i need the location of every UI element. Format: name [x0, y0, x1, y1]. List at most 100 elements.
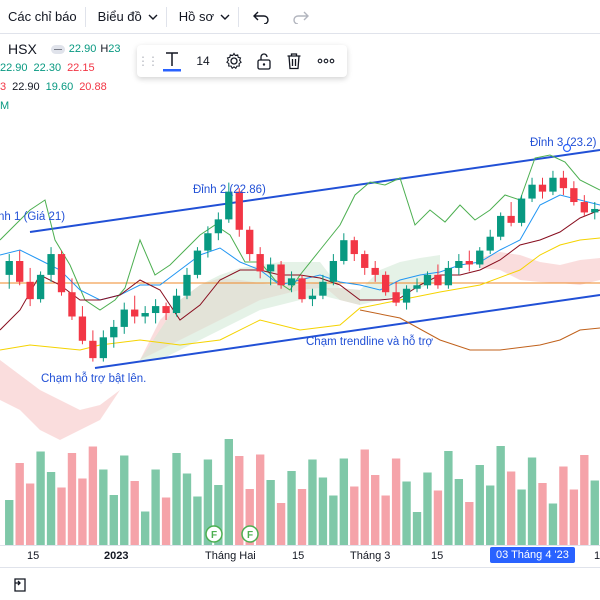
redo-button[interactable]	[277, 0, 317, 34]
earnings-marker[interactable]: F	[241, 525, 259, 543]
legend-value: 22.90	[0, 62, 28, 74]
volume-bar	[569, 489, 579, 545]
chart-canvas[interactable]: nh 1 (Giá 21) Đỉnh 2 (22.86) Đỉnh 3 (23.…	[0, 35, 600, 545]
volume-bar	[46, 472, 56, 545]
candle-body	[89, 340, 97, 359]
volume-bar	[182, 473, 192, 545]
candle-body	[476, 250, 484, 265]
drag-handle-icon[interactable]: ⋮⋮	[137, 54, 159, 68]
candle-body	[319, 281, 327, 296]
volume-bar	[517, 489, 526, 545]
candle-body	[361, 254, 369, 268]
drawing-anchor-handle[interactable]	[562, 143, 572, 153]
peak-2-annotation[interactable]: Đỉnh 2 (22.86)	[193, 184, 266, 196]
indicators-button[interactable]: Các chỉ báo	[0, 0, 85, 34]
candle-body	[434, 274, 442, 286]
chart-menu-button[interactable]: Biểu đồ	[86, 0, 166, 34]
volume-bar	[559, 466, 568, 545]
symbol-label[interactable]: HSX	[8, 41, 37, 57]
volume-bar	[287, 471, 296, 545]
candle-body	[402, 288, 411, 303]
toolbar-divider	[84, 6, 86, 27]
collapse-legend-icon[interactable]	[50, 45, 65, 54]
time-axis-label: Tháng 3	[350, 550, 391, 562]
price-chart[interactable]: nh 1 (Giá 21) Đỉnh 2 (22.86) Đỉnh 3 (23.…	[0, 35, 600, 545]
candle-body	[413, 285, 421, 289]
volume-bar	[5, 500, 14, 545]
volume-bar	[276, 503, 286, 545]
volume-bar	[109, 495, 118, 545]
candle-body	[486, 236, 494, 251]
ichimoku-cloud-green	[140, 255, 440, 360]
candle-body	[444, 267, 453, 286]
volume-bar	[99, 469, 108, 545]
candle-body	[580, 202, 588, 213]
volume-bar	[193, 496, 202, 545]
candle-body	[507, 215, 515, 223]
time-axis-label: Tháng Hai	[205, 550, 256, 562]
indicators-label: Các chỉ báo	[8, 9, 77, 24]
time-axis[interactable]: 15 2023 Tháng Hai 15 Tháng 3 15 03 Tháng…	[0, 545, 600, 567]
peak-1-annotation[interactable]: nh 1 (Giá 21)	[0, 211, 65, 223]
profile-menu-button[interactable]: Hồ sơ	[167, 0, 238, 34]
volume-bar	[486, 485, 495, 545]
undo-button[interactable]	[239, 0, 277, 34]
replay-icon[interactable]	[12, 577, 28, 593]
candle-body	[528, 184, 536, 199]
text-tool-icon	[163, 52, 181, 72]
bottom-toolbar	[0, 567, 600, 600]
candle-body	[381, 274, 390, 293]
text-style-button[interactable]	[157, 45, 187, 77]
earnings-marker-label: F	[211, 530, 217, 541]
volume-bar	[130, 481, 139, 545]
drawing-text-toolbar: ⋮⋮ 14	[137, 45, 347, 77]
candle-body	[392, 292, 400, 303]
volume-bar	[465, 502, 474, 545]
top-toolbar: Các chỉ báo Biểu đồ Hồ sơ	[0, 0, 600, 34]
candle-body	[538, 184, 547, 192]
candle-body	[256, 254, 264, 272]
delete-button[interactable]	[279, 45, 309, 77]
candle-body	[78, 316, 87, 341]
candle-body	[570, 188, 578, 203]
legend-value: 23	[108, 43, 121, 55]
font-size-button[interactable]: 14	[187, 45, 219, 77]
candle-body	[465, 261, 473, 265]
candle-body	[350, 240, 358, 255]
candle-body	[151, 306, 160, 314]
volume-bar	[538, 483, 547, 545]
peak-3-annotation[interactable]: Đỉnh 3 (23.2)	[530, 137, 597, 149]
candle-body	[591, 208, 599, 213]
gear-icon	[226, 52, 242, 70]
settings-button[interactable]	[219, 45, 249, 77]
candle-body	[559, 177, 568, 189]
volume-bar	[360, 449, 369, 545]
volume-bar	[527, 457, 537, 545]
more-button[interactable]	[309, 45, 343, 77]
support-1-annotation[interactable]: Chạm hỗ trợ bật lên.	[41, 372, 146, 385]
chart-legend: HSX 22.90 H 23 22.90 22.30 22.15 3 22.90 …	[0, 40, 121, 116]
candle-body	[517, 198, 526, 223]
candle-body	[26, 281, 34, 300]
candle-body	[120, 309, 128, 327]
volume-bar	[25, 483, 35, 545]
senkou-orange	[359, 309, 600, 351]
support-2-annotation[interactable]: Chạm trendline và hỗ trợ	[306, 335, 434, 348]
legend-value: 19.60	[45, 81, 74, 93]
senkou-yellow	[0, 237, 600, 351]
volume-bars	[5, 439, 599, 545]
chevron-down-icon	[220, 14, 230, 20]
candle-body	[246, 229, 254, 255]
candle-body	[298, 278, 306, 300]
earnings-marker[interactable]: F	[205, 525, 223, 543]
candle-body	[266, 264, 275, 272]
volume-bar	[140, 511, 150, 545]
volume-bar	[371, 475, 380, 545]
earnings-marker-label: F	[247, 530, 253, 541]
candle-body	[235, 191, 243, 230]
crosshair-date-label: 03 Tháng 4 '23	[490, 547, 575, 563]
redo-icon	[293, 11, 310, 24]
legend-high-label: H	[100, 43, 109, 55]
lock-button[interactable]	[249, 45, 279, 77]
volume-bar	[350, 486, 359, 545]
